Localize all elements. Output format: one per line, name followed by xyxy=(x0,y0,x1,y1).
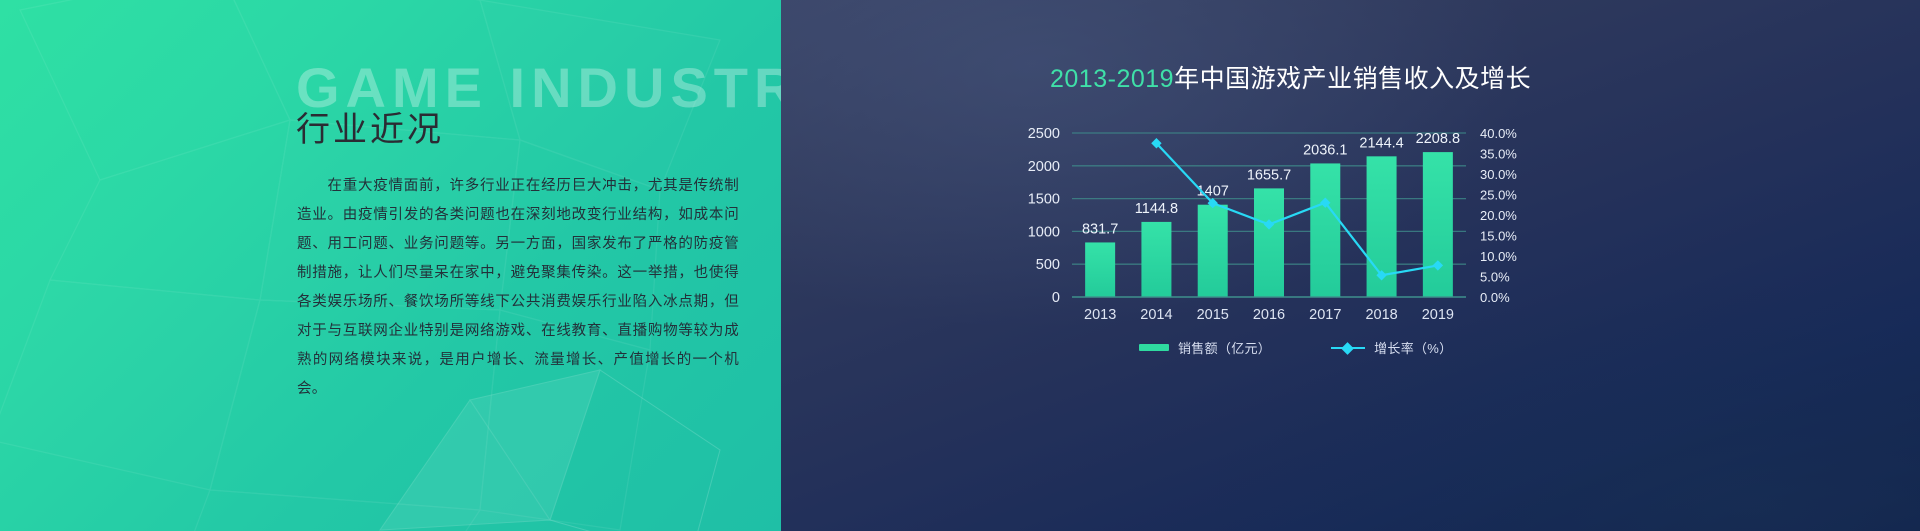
x-axis-tick-label: 2017 xyxy=(1309,307,1341,323)
page-title: 行业近况 xyxy=(296,111,444,149)
line-data-point-marker xyxy=(1376,270,1387,281)
x-axis-tick-label: 2015 xyxy=(1197,307,1229,323)
line-data-point-marker xyxy=(1432,260,1444,271)
watermark-title: GAME INDUSTRY xyxy=(296,56,781,119)
legend-label-growth: 增长率（%） xyxy=(1374,341,1453,356)
left-axis-tick-label: 2000 xyxy=(1028,159,1060,175)
left-axis-tick-label: 500 xyxy=(1036,257,1060,273)
right-axis-tick-label: 5.0% xyxy=(1480,270,1510,285)
left-axis-tick-label: 1000 xyxy=(1028,224,1060,240)
bar xyxy=(1197,204,1228,297)
right-axis-tick-label: 0.0% xyxy=(1480,290,1510,305)
x-axis-tick-label: 2014 xyxy=(1140,307,1172,323)
bar xyxy=(1254,188,1284,297)
left-axis-tick-label: 0 xyxy=(1052,290,1060,306)
right-axis-tick-label: 10.0% xyxy=(1480,249,1517,264)
right-axis-tick-label: 35.0% xyxy=(1480,147,1517,162)
bar-value-label: 1655.7 xyxy=(1247,167,1291,183)
polygon-texture-decoration xyxy=(0,0,781,531)
x-axis-tick-label: 2019 xyxy=(1422,307,1454,323)
left-panel: GAME INDUSTRY 行业近况 在重大疫情面前，许多行业正在经历巨大冲击，… xyxy=(0,0,781,531)
line-diamond-swatch-icon xyxy=(1331,342,1366,354)
growth-rate-line xyxy=(1155,142,1439,277)
left-axis-tick-label: 2500 xyxy=(1028,126,1060,142)
legend-item-sales[interactable]: 销售额（亿元） xyxy=(1139,338,1271,357)
chart-title-plain: 年中国游戏产业销售收入及增长 xyxy=(1174,65,1532,93)
right-axis-tick-label: 30.0% xyxy=(1480,167,1517,182)
right-axis-tick-label: 25.0% xyxy=(1480,188,1517,203)
right-axis-tick-label: 40.0% xyxy=(1480,126,1517,141)
chart-title: 2013-2019年中国游戏产业销售收入及增长 xyxy=(1050,62,1531,96)
x-axis-tick-label: 2013 xyxy=(1084,307,1116,323)
bar xyxy=(1085,242,1116,297)
bar-value-label: 2036.1 xyxy=(1303,142,1347,158)
chart-svg: 0 500 1000 1500 2000 2500 0.0% 5.0% 10.0% 15.0% 20… xyxy=(1028,126,1518,323)
left-axis-tick-label: 1500 xyxy=(1028,192,1060,208)
bar xyxy=(1141,221,1172,297)
polygon-highlight-decoration xyxy=(300,330,780,531)
line-data-point-marker xyxy=(1320,197,1331,208)
bar xyxy=(1422,152,1453,297)
bar-value-label: 1144.8 xyxy=(1135,201,1178,217)
bar xyxy=(1310,163,1341,297)
body-paragraph: 在重大疫情面前，许多行业正在经历巨大冲击，尤其是传统制造业。由疫情引发的各类问题… xyxy=(297,178,739,397)
bar-swatch-icon xyxy=(1139,344,1169,351)
chart-panel: 2013-2019年中国游戏产业销售收入及增长 0 500 1000 1500 2000… xyxy=(781,0,1920,531)
right-axis-tick-label: 15.0% xyxy=(1480,229,1517,244)
legend-item-growth[interactable]: 增长率（%） xyxy=(1331,338,1452,357)
chart-legend: 销售额（亿元） 增长率（%） xyxy=(1139,338,1452,357)
right-axis-tick-label: 20.0% xyxy=(1480,208,1517,223)
bar-value-label: 2208.8 xyxy=(1416,131,1460,147)
x-axis-tick-label: 2016 xyxy=(1253,307,1285,323)
bar-value-label: 831.7 xyxy=(1082,221,1118,237)
x-axis-tick-label: 2018 xyxy=(1365,307,1397,323)
legend-label-sales: 销售额（亿元） xyxy=(1178,341,1272,356)
chart-title-accent: 2013-2019 xyxy=(1050,65,1175,93)
line-data-point-marker xyxy=(1263,219,1275,230)
chart-plot-area: 0 500 1000 1500 2000 2500 0.0% 5.0% 10.0% 15.0% 20… xyxy=(781,0,1920,531)
bar-value-label: 2144.4 xyxy=(1359,135,1403,151)
